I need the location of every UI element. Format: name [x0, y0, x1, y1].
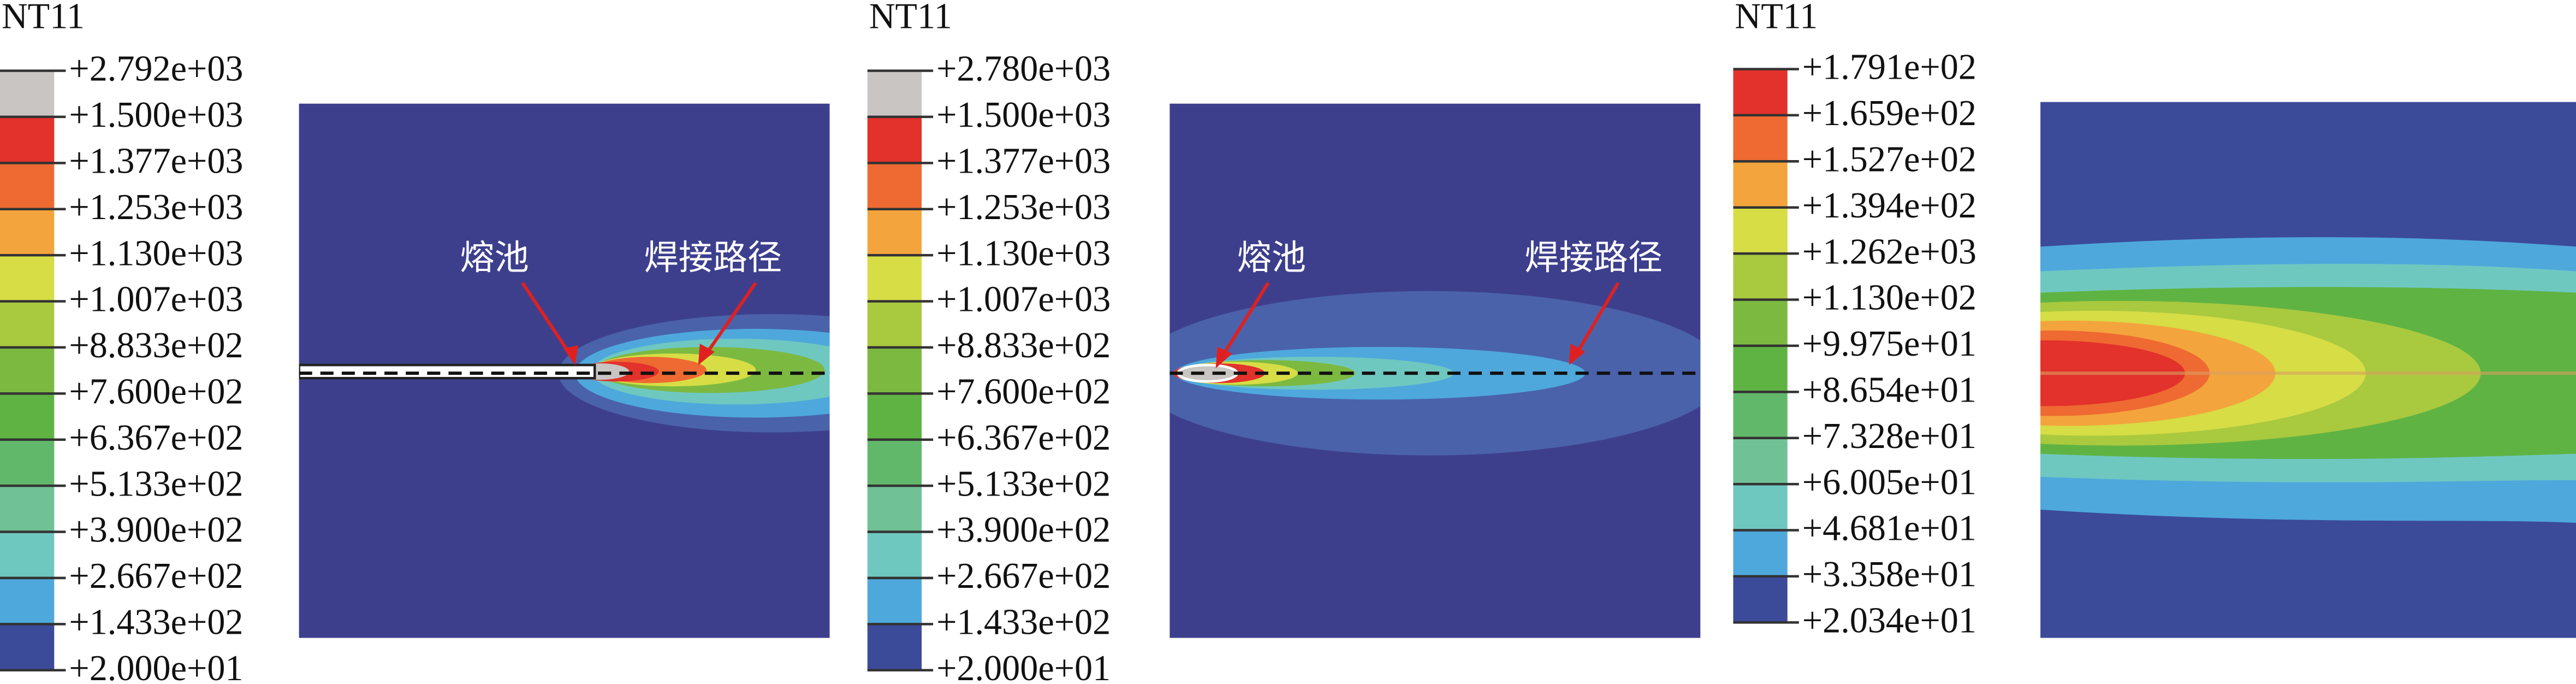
legend-swatch	[0, 439, 55, 486]
legend-swatch	[0, 393, 55, 440]
legend-swatch	[1733, 576, 1788, 623]
legend-label: +1.433e+02	[936, 603, 1111, 642]
legend-label: +1.007e+03	[69, 280, 243, 320]
legend-swatch	[1733, 115, 1788, 162]
legend-label: +2.667e+02	[936, 556, 1111, 596]
legend-label: +5.133e+02	[936, 464, 1111, 504]
legend-swatch	[1733, 69, 1788, 115]
legend-label: +6.367e+02	[936, 418, 1111, 458]
annotation: 熔池	[1237, 237, 1306, 278]
legend-swatch	[0, 209, 55, 256]
legend-swatch	[867, 486, 922, 532]
legend-label: +1.253e+03	[69, 187, 243, 227]
legend-label: +1.394e+02	[1802, 186, 1976, 226]
legend-label: +7.600e+02	[936, 372, 1111, 412]
legend-swatch	[0, 577, 55, 624]
legend-swatch	[0, 486, 55, 532]
legend-label: +2.000e+01	[69, 648, 243, 684]
legend-label: +3.900e+02	[936, 510, 1111, 550]
legend-swatch	[867, 70, 922, 117]
legend-swatch	[867, 439, 922, 486]
legend-label: +1.130e+02	[1802, 278, 1976, 318]
legend-swatch	[1733, 392, 1788, 438]
legend-label: +2.780e+03	[936, 49, 1111, 89]
contour-plot: 熔池 焊接路径	[1170, 103, 1701, 638]
annotation: 熔池	[460, 237, 529, 278]
legend-swatch	[0, 532, 55, 578]
legend-label: +2.792e+03	[69, 49, 243, 89]
legends: NT11 +2.792e+03 +1.500e+03 +1.377e+03 +1.253…	[0, 0, 1976, 684]
legend-label: +1.433e+02	[69, 603, 243, 642]
contour-plot: 熔池 焊接路径	[299, 103, 830, 638]
annotation: 焊接路径	[1524, 237, 1663, 278]
legend-swatch	[867, 116, 922, 163]
legend-label: +1.500e+03	[69, 95, 243, 135]
legend-label: +1.253e+03	[936, 187, 1111, 227]
legend-swatch	[0, 301, 55, 347]
legend-swatch	[1733, 530, 1788, 576]
legend-label: +1.527e+02	[1802, 140, 1976, 180]
legend-label: +7.600e+02	[69, 372, 243, 412]
legend-label: +1.377e+03	[69, 141, 243, 181]
legend-swatch	[867, 393, 922, 440]
legend-label: +4.681e+01	[1802, 509, 1976, 549]
legend-label: +7.328e+01	[1802, 416, 1976, 456]
legend-swatch	[0, 163, 55, 209]
legend-label: +6.005e+01	[1802, 462, 1976, 502]
legend-label: +1.007e+03	[936, 280, 1111, 320]
legend-label: +6.367e+02	[69, 418, 243, 458]
legend-swatch	[867, 301, 922, 347]
legend-title: NT11	[1735, 0, 1818, 36]
legend-label: +1.500e+03	[936, 95, 1111, 135]
contour-plot	[2040, 102, 2576, 638]
legend-label: +2.667e+02	[69, 556, 243, 596]
legend-label: +2.034e+01	[1802, 601, 1976, 641]
legend-swatch	[867, 347, 922, 394]
legend-swatch	[0, 116, 55, 163]
legend-label: +8.833e+02	[69, 326, 243, 365]
legend-swatch	[0, 624, 55, 670]
legend-swatch	[867, 209, 922, 256]
legend-swatch	[1733, 299, 1788, 346]
legend-label: +2.000e+01	[936, 648, 1111, 684]
legend-label: +1.791e+02	[1802, 48, 1976, 87]
legend-title: NT11	[869, 0, 952, 36]
legend-label: +8.654e+01	[1802, 370, 1976, 410]
legend-swatch	[867, 163, 922, 209]
legend-swatch	[1733, 161, 1788, 208]
legend-swatch	[867, 255, 922, 302]
legend-swatch	[1733, 207, 1788, 254]
legend-label: +1.262e+03	[1802, 232, 1976, 272]
legend-label: +1.130e+03	[936, 233, 1111, 273]
legend-label: +5.133e+02	[69, 464, 243, 504]
legend-swatch	[867, 624, 922, 670]
legend-label: +3.900e+02	[69, 510, 243, 550]
legend-label: +1.659e+02	[1802, 93, 1976, 133]
legend-label: +1.130e+03	[69, 233, 243, 273]
legend-swatch	[1733, 438, 1788, 485]
legend-swatch	[867, 577, 922, 624]
annotation: 焊接路径	[644, 237, 782, 278]
legend-swatch	[0, 70, 55, 117]
legend-label: +3.358e+01	[1802, 555, 1976, 594]
legend-label: +9.975e+01	[1802, 324, 1976, 364]
legend-swatch	[1733, 484, 1788, 530]
legend-swatch	[0, 347, 55, 394]
legend-swatch	[1733, 345, 1788, 392]
legend-title: NT11	[2, 0, 85, 36]
legend-label: +8.833e+02	[936, 326, 1111, 365]
legend-swatch	[0, 255, 55, 302]
legend-label: +1.377e+03	[936, 141, 1111, 181]
legend-swatch	[1733, 253, 1788, 300]
legend-swatch	[867, 532, 922, 578]
